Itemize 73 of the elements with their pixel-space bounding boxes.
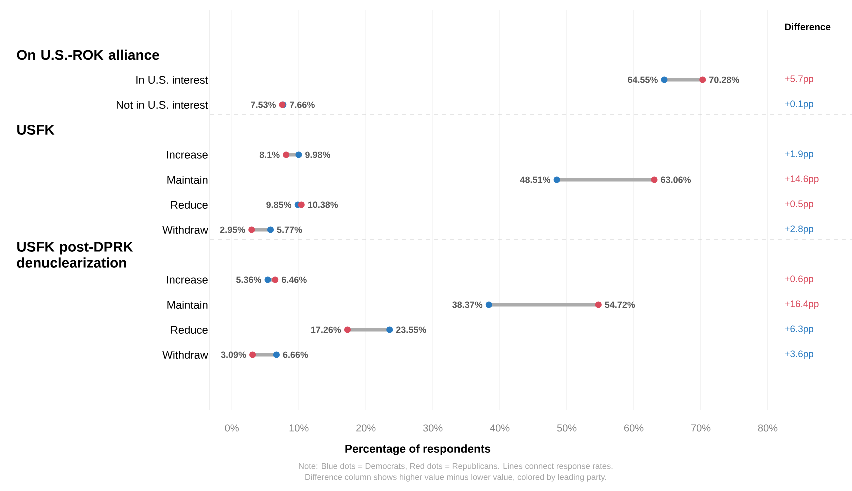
data-label: 48.51% — [520, 176, 551, 184]
y-tick-label: Withdraw — [162, 350, 208, 360]
data-label: 17.26% — [312, 326, 342, 334]
text: Note: Blue dots = Democrats, Red dots = Republicans. Lines connect response rates. — [299, 463, 613, 471]
x-axis-title: Percentage of respondents — [346, 444, 491, 456]
text: On U.S.-ROK alliance — [17, 50, 160, 60]
point — [595, 302, 602, 308]
data-label: 63.06% — [661, 176, 692, 184]
x-tick-label: 30% — [423, 424, 443, 432]
data-label: 9.85% — [266, 202, 292, 208]
data-label: 2.95% — [220, 226, 246, 234]
data-label: 6.46% — [282, 276, 307, 284]
y-tick-label: Increase — [167, 276, 208, 284]
y-tick-label: Withdraw — [162, 226, 208, 234]
text: +6.3pp — [785, 326, 814, 334]
data-label: 9.98% — [306, 152, 330, 158]
text: +5.7pp — [785, 76, 814, 84]
data-label: 38.37% — [452, 302, 483, 308]
text: USFK — [18, 125, 55, 135]
x-tick-label: 80% — [758, 424, 778, 432]
data-label: 23.55% — [396, 326, 426, 334]
data-label: 5.77% — [277, 226, 302, 234]
x-tick-label: 70% — [692, 424, 711, 432]
data-label: 7.66% — [290, 102, 315, 108]
point — [486, 302, 492, 308]
data-label: 5.36% — [236, 276, 262, 284]
text: +0.6pp — [785, 276, 814, 284]
text: Difference column shows higher value minus lower value, colored by leading party. — [306, 474, 606, 482]
x-tick-label: 10% — [290, 424, 309, 432]
text: Difference — [785, 24, 831, 30]
data-label: 6.66% — [283, 352, 308, 358]
point — [386, 326, 394, 334]
y-tick-label: Maintain — [168, 300, 208, 310]
data-label: 7.53% — [251, 102, 276, 108]
point — [296, 152, 302, 158]
point — [250, 352, 256, 358]
data-label: 10.38% — [308, 202, 338, 208]
text: +14.6pp — [785, 176, 819, 184]
x-tick-label: 50% — [557, 424, 577, 432]
point — [248, 226, 256, 234]
y-tick-label: Reduce — [171, 200, 208, 210]
text: USFK post-DPRK denuclearization — [17, 242, 134, 268]
point — [700, 76, 706, 84]
data-label: 54.72% — [605, 302, 636, 308]
point — [661, 76, 668, 84]
text: +0.1pp — [785, 100, 814, 110]
text: +1.9pp — [785, 150, 814, 160]
y-tick-label: Reduce — [171, 326, 208, 334]
y-tick-label: Maintain — [168, 176, 208, 184]
point — [298, 202, 305, 208]
data-label: 3.09% — [221, 352, 246, 358]
point — [264, 276, 272, 284]
y-tick-label: Not in U.S. interest — [116, 100, 208, 110]
point — [273, 352, 280, 358]
text: +0.5pp — [785, 200, 814, 210]
data-label: 8.1% — [260, 152, 280, 158]
data-label: 70.28% — [710, 76, 740, 84]
text: +16.4pp — [785, 300, 819, 310]
x-tick-label: 40% — [490, 424, 510, 432]
point — [651, 176, 658, 184]
x-tick-label: 60% — [624, 424, 644, 432]
text: +3.6pp — [785, 350, 814, 360]
y-tick-label: In U.S. interest — [136, 76, 208, 84]
point — [272, 276, 279, 284]
data-label: 64.55% — [628, 76, 658, 84]
x-tick-label: 20% — [356, 424, 376, 432]
y-tick-label: Increase — [167, 151, 208, 159]
x-tick-label: 0% — [225, 424, 239, 432]
point — [554, 176, 560, 184]
point — [344, 326, 351, 334]
point — [267, 226, 274, 234]
text: +2.8pp — [785, 226, 814, 234]
point — [283, 152, 290, 158]
